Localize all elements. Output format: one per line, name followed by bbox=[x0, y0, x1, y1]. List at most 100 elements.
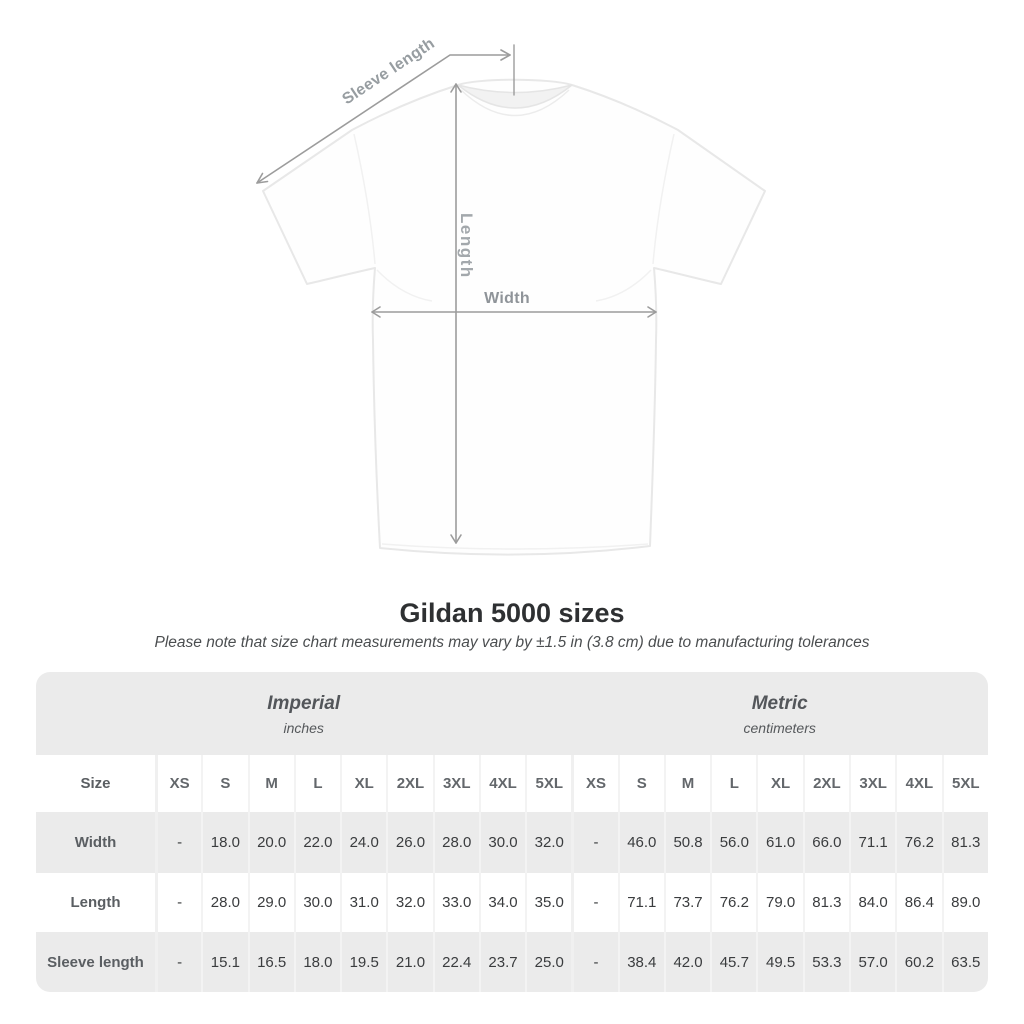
sleeve-length-arrow bbox=[256, 44, 515, 184]
measurement-arrows bbox=[256, 44, 657, 544]
value-cell: 24.0 bbox=[340, 812, 386, 873]
size-header: 2XL bbox=[802, 755, 849, 812]
imperial-unit: inches bbox=[283, 719, 324, 736]
value-cell: - bbox=[571, 812, 617, 873]
metric-unit: centimeters bbox=[743, 719, 816, 736]
value-cell: 71.1 bbox=[848, 812, 895, 873]
value-cell: 30.0 bbox=[478, 812, 525, 873]
value-cell: 21.0 bbox=[386, 932, 432, 992]
value-cell: 57.0 bbox=[848, 932, 895, 992]
value-cell: 25.0 bbox=[525, 932, 571, 992]
imperial-label: Imperial bbox=[267, 692, 341, 714]
size-header: 3XL bbox=[848, 755, 896, 812]
width-arrow bbox=[371, 306, 657, 318]
size-header: L bbox=[710, 755, 757, 812]
value-cell: 76.2 bbox=[710, 873, 756, 932]
value-cell: 81.3 bbox=[802, 873, 849, 932]
value-cell: 79.0 bbox=[756, 873, 802, 932]
value-cell: 42.0 bbox=[663, 932, 710, 992]
size-header: 2XL bbox=[386, 755, 433, 812]
row-label: Length bbox=[70, 894, 121, 911]
size-header: 4XL bbox=[478, 755, 526, 812]
value-cell: 32.0 bbox=[386, 873, 432, 932]
tshirt-creases bbox=[353, 133, 675, 550]
size-header: XS bbox=[155, 755, 202, 812]
value-cell: 16.5 bbox=[247, 932, 294, 992]
value-cell: 71.1 bbox=[617, 873, 664, 932]
value-cell: 50.8 bbox=[663, 812, 710, 873]
unit-band-row: Imperial inches Metric centimeters bbox=[36, 672, 988, 755]
value-cell: 19.5 bbox=[340, 932, 386, 992]
value-cell: 20.0 bbox=[247, 812, 294, 873]
size-header: XL bbox=[340, 755, 387, 812]
value-cell: - bbox=[571, 932, 617, 992]
page-title: Gildan 5000 sizes bbox=[399, 598, 625, 628]
value-cell: - bbox=[155, 873, 201, 932]
size-header: S bbox=[201, 755, 248, 812]
value-cell: 45.7 bbox=[710, 932, 756, 992]
value-cell: - bbox=[155, 812, 201, 873]
table-row-length: Length - 28.0 29.0 30.0 31.0 32.0 33.0 3… bbox=[36, 873, 988, 932]
value-cell: 89.0 bbox=[941, 873, 988, 932]
tshirt-body bbox=[262, 78, 766, 556]
value-cell: 23.7 bbox=[478, 932, 525, 992]
group-header-metric: Metric centimeters bbox=[571, 672, 988, 755]
value-cell: 81.3 bbox=[941, 812, 988, 873]
size-header-row: Size XS S M L XL 2XL 3XL 4XL 5XL XS S M … bbox=[36, 755, 988, 812]
value-cell: 56.0 bbox=[710, 812, 756, 873]
value-cell: 22.0 bbox=[293, 812, 340, 873]
size-header: XL bbox=[756, 755, 803, 812]
value-cell: 38.4 bbox=[617, 932, 664, 992]
value-cell: 28.0 bbox=[432, 812, 479, 873]
value-cell: 18.0 bbox=[201, 812, 247, 873]
value-cell: 35.0 bbox=[525, 873, 571, 932]
value-cell: 73.7 bbox=[663, 873, 710, 932]
size-header: M bbox=[663, 755, 711, 812]
tshirt-graphic bbox=[262, 78, 766, 556]
table-row-sleeve-length: Sleeve length - 15.1 16.5 18.0 19.5 21.0… bbox=[36, 932, 988, 992]
length-arrow bbox=[450, 83, 462, 544]
value-cell: 49.5 bbox=[756, 932, 802, 992]
group-header-imperial: Imperial inches bbox=[36, 672, 572, 755]
value-cell: 18.0 bbox=[293, 932, 340, 992]
size-header: 5XL bbox=[525, 755, 572, 812]
size-header: 3XL bbox=[432, 755, 479, 812]
value-cell: - bbox=[571, 873, 617, 932]
value-cell: 22.4 bbox=[432, 932, 479, 992]
value-cell: 33.0 bbox=[432, 873, 479, 932]
value-cell: 30.0 bbox=[293, 873, 340, 932]
value-cell: 15.1 bbox=[201, 932, 247, 992]
value-cell: - bbox=[155, 932, 201, 992]
row-label: Sleeve length bbox=[47, 953, 144, 971]
value-cell: 34.0 bbox=[478, 873, 525, 932]
value-cell: 53.3 bbox=[802, 932, 849, 992]
value-cell: 46.0 bbox=[617, 812, 664, 873]
tshirt-neck-opening bbox=[457, 84, 573, 109]
size-header: 4XL bbox=[895, 755, 942, 812]
value-cell: 32.0 bbox=[525, 812, 571, 873]
value-cell: 84.0 bbox=[848, 873, 895, 932]
row-label: Width bbox=[74, 834, 117, 851]
length-label: Length bbox=[457, 213, 476, 279]
size-header: L bbox=[293, 755, 341, 812]
size-header: 5XL bbox=[941, 755, 988, 812]
size-column-header: Size bbox=[36, 755, 155, 812]
size-header: M bbox=[247, 755, 294, 812]
value-cell: 76.2 bbox=[895, 812, 941, 873]
value-cell: 63.5 bbox=[941, 932, 988, 992]
size-header: S bbox=[617, 755, 664, 812]
page-subtitle: Please note that size chart measurements… bbox=[154, 634, 870, 651]
value-cell: 29.0 bbox=[247, 873, 294, 932]
size-table: Imperial inches Metric centimeters Size … bbox=[36, 672, 988, 992]
metric-label: Metric bbox=[751, 692, 808, 714]
width-label: Width bbox=[484, 290, 530, 307]
value-cell: 28.0 bbox=[201, 873, 247, 932]
value-cell: 66.0 bbox=[802, 812, 849, 873]
value-cell: 26.0 bbox=[386, 812, 432, 873]
tshirt-collar-seam bbox=[460, 89, 570, 117]
size-header: XS bbox=[571, 755, 618, 812]
tshirt-diagram bbox=[256, 44, 766, 556]
table-row-width: Width - 18.0 20.0 22.0 24.0 26.0 28.0 30… bbox=[36, 812, 988, 873]
size-table-container: Imperial inches Metric centimeters Size … bbox=[36, 672, 988, 992]
